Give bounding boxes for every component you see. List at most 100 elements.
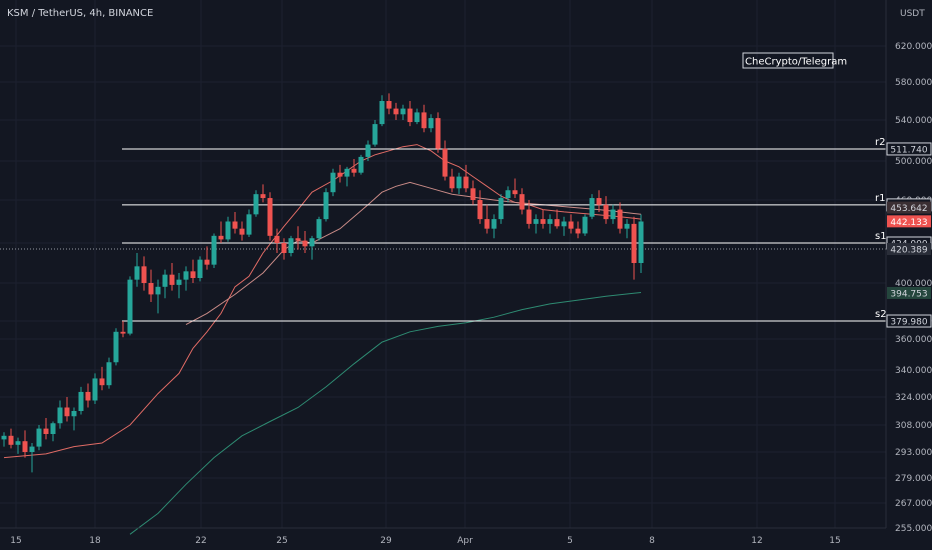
candle (92, 373, 98, 404)
candle (561, 216, 567, 236)
candle-body (225, 221, 231, 240)
candle-body (239, 228, 245, 235)
candle (113, 328, 119, 366)
price-tick-label: 308.000 (895, 421, 932, 431)
candle-body (526, 209, 532, 224)
candle-body (127, 279, 133, 334)
ma-slow-price-tag-text: 394.753 (890, 289, 927, 299)
candle (414, 108, 420, 125)
candle (211, 233, 217, 268)
candle (302, 231, 308, 253)
candle (8, 428, 14, 449)
candle-body (302, 240, 308, 247)
last-price-tag-text: 442.133 (890, 218, 927, 228)
candle (435, 112, 441, 153)
candle (596, 190, 602, 212)
candle (421, 104, 427, 133)
candle-body (407, 108, 413, 123)
candle (29, 443, 35, 473)
candle (470, 180, 476, 205)
candle (519, 188, 525, 215)
candle-body (596, 198, 602, 205)
candle-body (71, 411, 77, 417)
candle (1, 432, 7, 447)
candle (155, 279, 161, 314)
candle-body (260, 194, 266, 199)
candle (428, 114, 434, 133)
candle (78, 386, 84, 415)
current-price-tag-text: 420.389 (890, 246, 927, 256)
price-tick-label: 324.000 (895, 393, 932, 403)
candle-body (428, 118, 434, 129)
price-tick-label: 255.000 (895, 524, 932, 534)
price-axis[interactable]: 620.000580.000540.000500.000460.000424.0… (885, 0, 932, 534)
candle-body (218, 235, 224, 240)
candle-body (323, 192, 329, 220)
candle-body (274, 235, 280, 243)
candle (582, 214, 588, 236)
candle-body (498, 198, 504, 220)
candle-body (638, 221, 644, 263)
candle-body (603, 204, 609, 220)
candle-body (456, 176, 462, 189)
level-tag-r2-text: 511.740 (890, 145, 927, 155)
ma-price-tag-text: 453.642 (890, 204, 927, 214)
price-tick-label: 360.000 (895, 335, 932, 345)
series-line-ema_fast (3, 144, 642, 459)
candle (603, 196, 609, 224)
candle-body (113, 331, 119, 363)
candle (43, 418, 49, 440)
time-axis[interactable]: 15 18 22 25 29 Apr 5 8 12 15 (0, 527, 886, 546)
candle-body (64, 407, 70, 417)
candle (169, 263, 175, 291)
candle-body (43, 428, 49, 434)
time-tick-label: 5 (567, 536, 573, 546)
candle (162, 269, 168, 299)
candle (400, 104, 406, 120)
candle-body (386, 101, 392, 109)
candle (617, 202, 623, 234)
candle (393, 102, 399, 120)
candle (281, 238, 287, 260)
candle-body (22, 441, 28, 452)
candle (57, 400, 63, 429)
candle (274, 228, 280, 253)
candle-body (547, 219, 553, 224)
candle (288, 235, 294, 257)
candle-body (316, 219, 322, 239)
candle-body (351, 168, 357, 173)
candle (365, 140, 371, 161)
candle-body (442, 148, 448, 177)
candle-body (253, 194, 259, 215)
level-label-s1: s1 (875, 231, 887, 242)
candle-body (232, 221, 238, 229)
candle-body (120, 331, 126, 334)
candle-body (288, 238, 294, 253)
candle (232, 211, 238, 234)
candle (631, 216, 637, 280)
candle-body (190, 271, 196, 278)
watermark-text: CheCrypto/Telegram (745, 57, 847, 68)
support-resistance-levels: r2 r1 s1 s2 (0, 137, 887, 322)
price-tick-label: 279.000 (895, 474, 932, 484)
candle-body (358, 156, 364, 173)
candle-body (246, 214, 252, 235)
level-tag-r2-box (886, 142, 932, 156)
candle (323, 188, 329, 222)
candle (309, 235, 315, 260)
time-tick-label: 8 (649, 536, 655, 546)
level-tag-s2-text: 379.980 (890, 318, 927, 328)
time-tick-label: 15 (829, 536, 840, 546)
candle-body (15, 441, 21, 445)
level-label-r2: r2 (875, 137, 885, 148)
price-tick-label: 500.000 (895, 157, 932, 167)
candle (15, 437, 21, 454)
time-tick-label: 29 (380, 536, 392, 546)
price-tick-label: 267.000 (895, 499, 932, 509)
symbol-title: KSM / TetherUS, 4h, BINANCE (7, 8, 153, 19)
candle (267, 192, 273, 241)
candle-body (85, 391, 91, 401)
watermark-box (742, 52, 834, 69)
candle-body (617, 209, 623, 229)
